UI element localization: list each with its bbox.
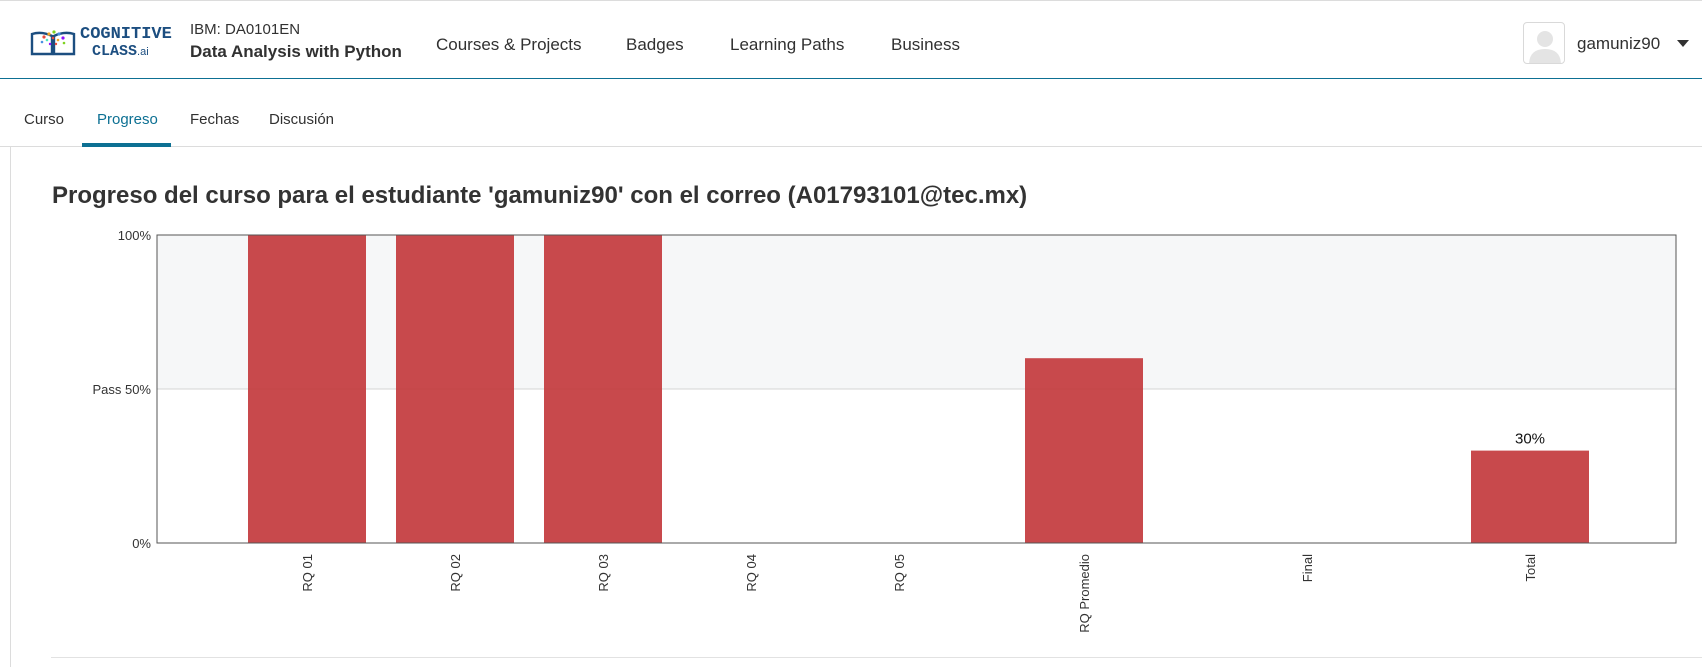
- y-tick-label: 0%: [132, 536, 151, 551]
- y-tick-label: 100%: [118, 228, 152, 243]
- bar-rq-03: [544, 235, 662, 543]
- x-tick-label: Final: [1300, 554, 1315, 582]
- course-name[interactable]: Data Analysis with Python: [190, 42, 402, 61]
- page-title: Progreso del curso para el estudiante 'g…: [52, 182, 1028, 209]
- nav-learning-paths[interactable]: Learning Paths: [730, 35, 845, 54]
- course-tabs: Curso Progreso Fechas Discusión: [0, 79, 1702, 147]
- data-label: 30%: [1515, 431, 1545, 448]
- tab-progreso[interactable]: Progreso: [97, 111, 158, 128]
- x-tick-label: RQ 01: [300, 554, 315, 592]
- x-tick-label: Total: [1523, 554, 1538, 582]
- nav-business[interactable]: Business: [891, 35, 960, 54]
- global-header: COGNITIVE CLASS.ai IBM: DA0101EN Data An…: [0, 4, 1702, 79]
- plot-frame: [156, 234, 1677, 544]
- nav-courses-projects[interactable]: Courses & Projects: [436, 35, 582, 54]
- user-avatar-icon: [1529, 31, 1561, 63]
- logo-suffix: .ai: [137, 46, 149, 58]
- tab-curso[interactable]: Curso: [24, 111, 65, 128]
- logo-line2: CLASS: [92, 43, 138, 60]
- avatar[interactable]: [1523, 22, 1565, 64]
- x-tick-label: RQ Promedio: [1077, 554, 1092, 633]
- x-tick-label: RQ 02: [448, 554, 463, 592]
- bar-rq-02: [396, 235, 514, 543]
- logo-books-icon: [30, 30, 76, 56]
- y-tick-label: Pass 50%: [92, 382, 151, 397]
- bar-total: [1471, 450, 1589, 543]
- pass-region: [157, 235, 1676, 389]
- progress-chart: RQ 01 RQ 02 RQ 03 RQ 04 RQ 05 RQ Promedio Fina…: [92, 228, 1677, 633]
- x-tick-label: RQ 05: [892, 554, 907, 592]
- tab-fechas[interactable]: Fechas: [190, 111, 240, 128]
- username[interactable]: gamuniz90: [1577, 34, 1661, 53]
- x-tick-label: RQ 04: [744, 554, 759, 592]
- logo-line1: COGNITIVE: [80, 25, 172, 44]
- chevron-down-icon[interactable]: [1677, 40, 1689, 47]
- nav-badges[interactable]: Badges: [626, 35, 684, 54]
- x-tick-label: RQ 03: [596, 554, 611, 592]
- bar-rq-promedio: [1025, 358, 1143, 543]
- top-border: [0, 0, 1702, 4]
- cognitive-class-logo[interactable]: COGNITIVE CLASS.ai: [30, 24, 172, 64]
- bar-rq-01: [248, 235, 366, 543]
- tab-discusion[interactable]: Discusión: [269, 111, 335, 128]
- active-tab-indicator: [82, 143, 171, 147]
- course-code: IBM: DA0101EN: [190, 21, 301, 38]
- logo-wordmark: COGNITIVE CLASS.ai: [80, 26, 172, 61]
- progress-content: Progreso del curso para el estudiante 'g…: [10, 147, 1702, 667]
- divider: [51, 657, 1702, 658]
